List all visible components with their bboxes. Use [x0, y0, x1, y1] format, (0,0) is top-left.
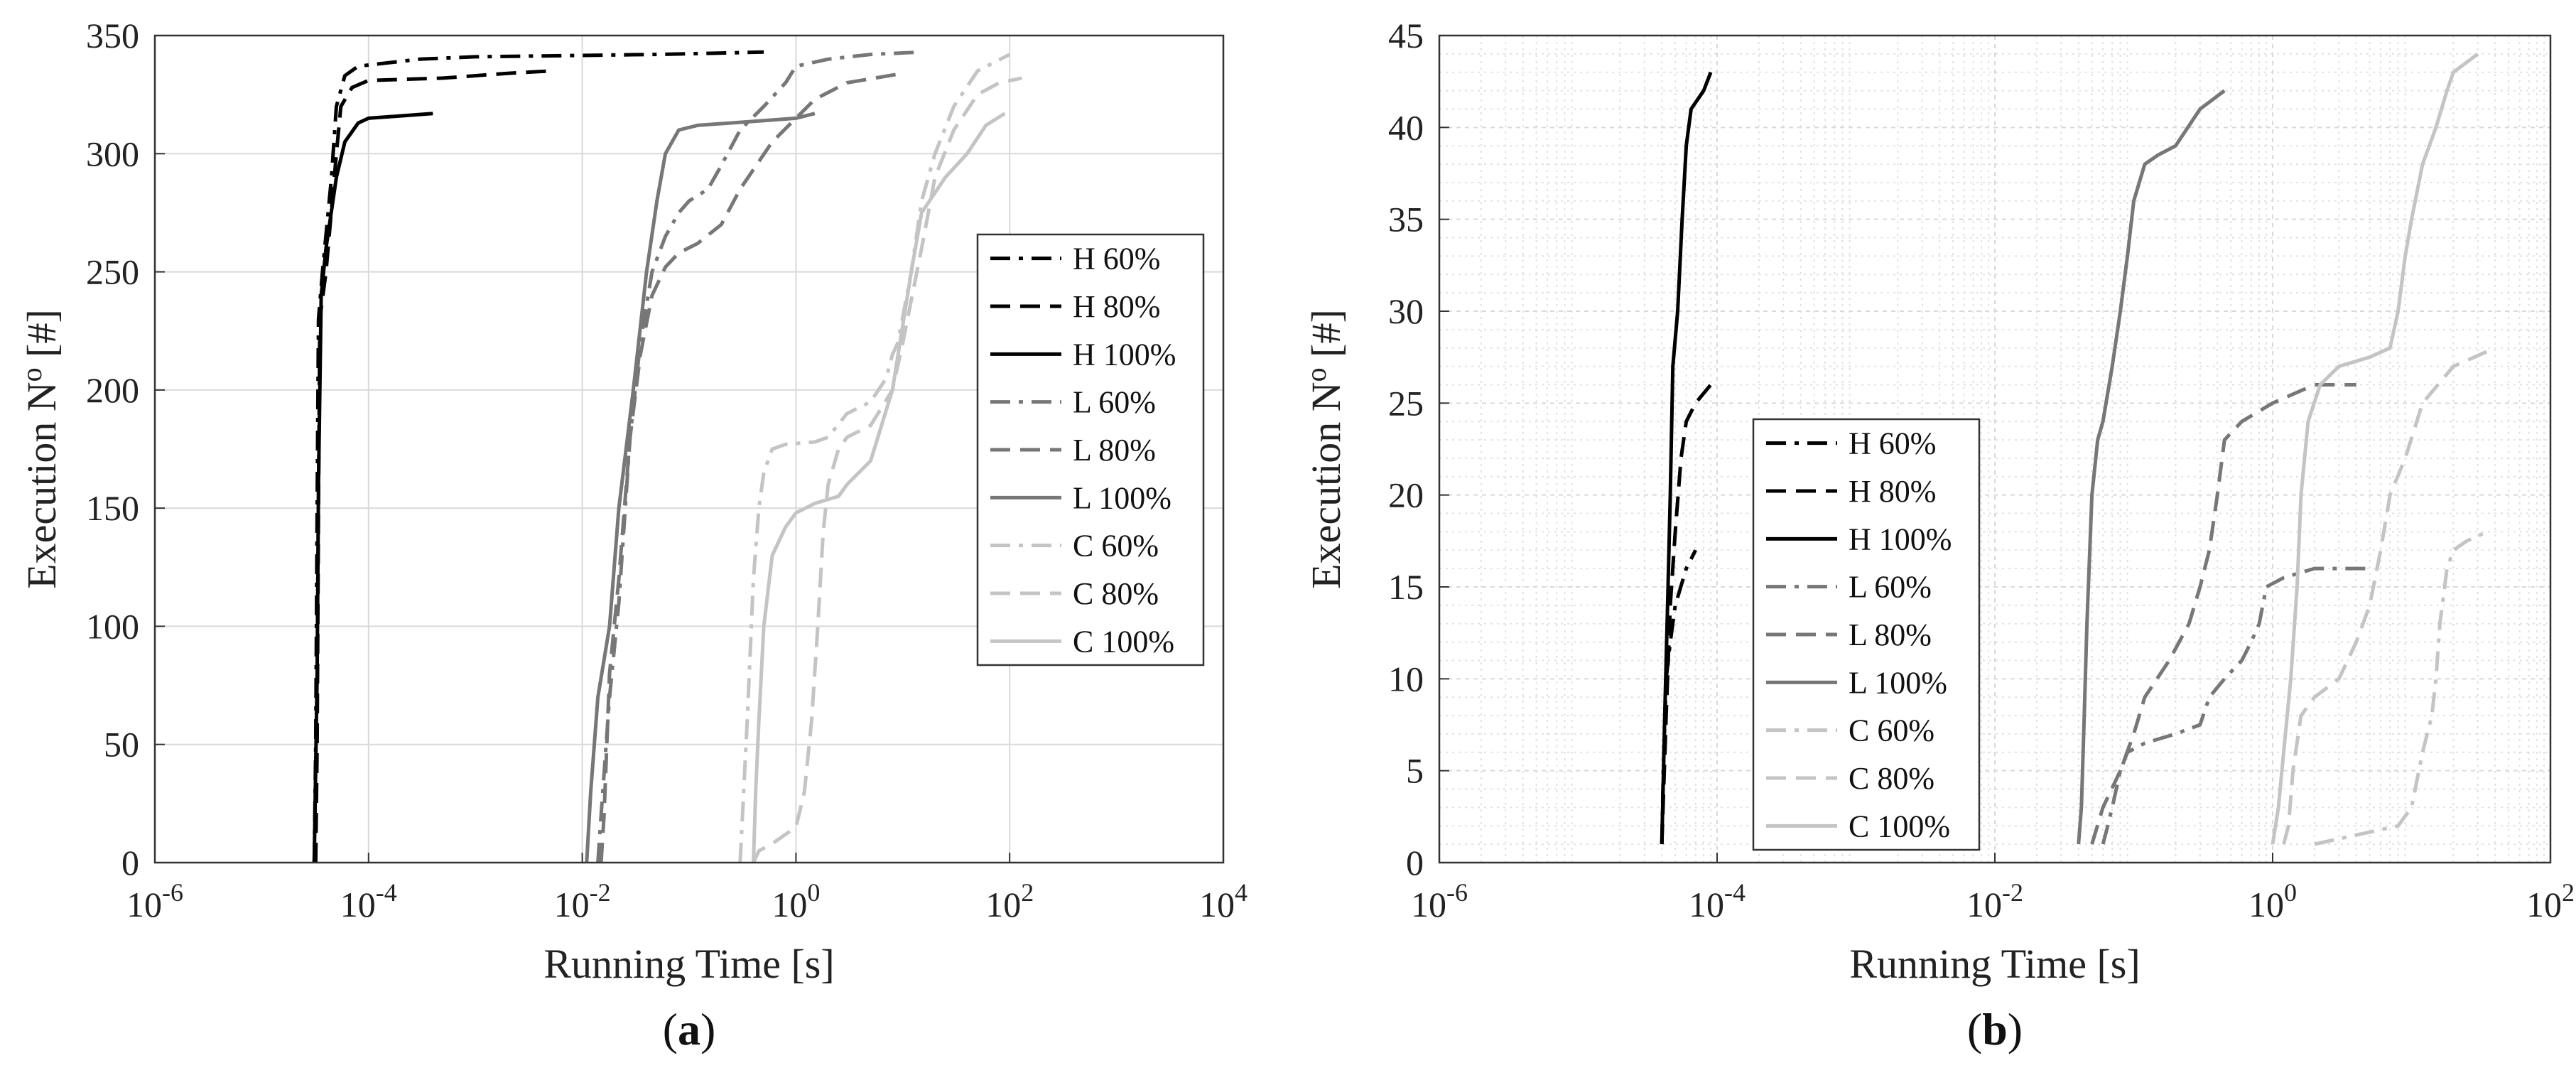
y-tick-label: 50 — [104, 725, 139, 765]
legend-entry: L 80% — [1849, 617, 1932, 652]
series-line-l-60 — [2101, 566, 2370, 845]
y-tick-label: 200 — [86, 370, 139, 410]
y-tick-label: 10 — [1388, 659, 1424, 698]
legend-entry: L 60% — [1073, 385, 1156, 420]
panel-label: (b) — [1967, 1004, 2023, 1054]
series-line-l-80 — [599, 71, 904, 863]
y-axis-label: Execution No [#] — [16, 309, 65, 589]
series-line-c-100 — [2271, 52, 2479, 845]
series-line-l-80 — [2090, 383, 2356, 845]
legend-entry: C 100% — [1849, 809, 1950, 843]
y-tick-label: 5 — [1406, 751, 1424, 791]
series-line-l-60 — [596, 50, 922, 863]
y-tick-label: 45 — [1388, 16, 1424, 55]
x-tick-label: 10-4 — [1689, 878, 1746, 924]
legend-entry: C 60% — [1073, 529, 1159, 563]
x-axis-label: Running Time [s] — [543, 941, 834, 987]
y-tick-label: 250 — [86, 252, 139, 292]
x-tick-label: 104 — [1199, 878, 1248, 924]
y-tick-label: 35 — [1388, 200, 1424, 239]
legend-box — [1752, 418, 1981, 851]
series-line-c-60 — [2314, 530, 2488, 846]
y-tick-label: 0 — [1406, 843, 1424, 882]
chart-panel-b: 10-6 10-4 10-2 100 102 0 5 10 15 20 25 30 35 40 45 Runn… — [1300, 16, 2575, 1054]
x-tick-label: 10-6 — [1411, 878, 1468, 924]
legend-entry: H 100% — [1073, 337, 1176, 372]
series-line-h-60 — [312, 50, 764, 863]
y-tick-label: 20 — [1388, 475, 1424, 515]
y-axis-label: Execution No [#] — [1300, 309, 1349, 589]
plot-frame — [153, 34, 1225, 864]
legend-entry: H 60% — [1073, 242, 1160, 276]
x-axis-label: Running Time [s] — [1849, 941, 2140, 987]
y-tick-label: 30 — [1388, 291, 1424, 331]
series-line-c-100 — [752, 112, 1006, 863]
legend-entry: C 80% — [1849, 761, 1934, 796]
series-line-h-100 — [312, 112, 433, 863]
legend-entry: H 60% — [1849, 426, 1936, 461]
series-line-l-100 — [2077, 89, 2226, 845]
legend-entry: L 100% — [1849, 665, 1947, 700]
plot-frame — [1438, 34, 2552, 864]
y-tick-label: 300 — [86, 134, 139, 173]
x-tick-label: 100 — [2248, 878, 2297, 924]
series-line-h-100 — [1660, 71, 1713, 845]
y-tick-label: 350 — [86, 16, 139, 55]
series-line-l-100 — [585, 112, 816, 863]
legend-entry: H 80% — [1849, 474, 1936, 509]
panel-label: (a) — [663, 1004, 716, 1054]
x-tick-label: 102 — [985, 878, 1034, 924]
legend-entry: H 80% — [1073, 289, 1160, 324]
legend-box — [976, 233, 1205, 666]
x-tick-label: 10-2 — [1966, 878, 2023, 924]
y-tick-label: 100 — [86, 606, 139, 646]
chart-panel-a: 10-6 10-4 10-2 100 102 104 0 50 100 150 200 250 300 3… — [16, 16, 1248, 1054]
legend-entry: C 60% — [1849, 713, 1934, 748]
y-tick-label: 15 — [1388, 567, 1424, 607]
legend: H 60% H 80% H 100% L 60% L 80% L 100% C 60% C 8… — [1752, 418, 1981, 851]
x-tick-label: 10-6 — [126, 878, 183, 924]
series-line-c-80 — [752, 76, 1022, 864]
x-tick-label: 10-4 — [340, 878, 397, 924]
legend-entry: L 60% — [1849, 570, 1932, 605]
x-tick-label: 102 — [2526, 878, 2575, 924]
series-line-h-80 — [1660, 383, 1713, 845]
y-tick-label: 40 — [1388, 107, 1424, 147]
legend-entry: L 80% — [1073, 433, 1156, 468]
legend-entry: C 80% — [1073, 576, 1159, 611]
legend: H 60% H 80% H 100% L 60% L 80% L 100% C 60% C 8… — [976, 233, 1205, 666]
legend-entry: L 100% — [1073, 480, 1171, 515]
series-line-c-80 — [2282, 346, 2496, 845]
x-tick-label: 100 — [772, 878, 820, 924]
legend-entry: H 100% — [1849, 522, 1952, 556]
y-tick-label: 25 — [1388, 383, 1424, 423]
legend-entry: C 100% — [1073, 624, 1174, 659]
series-line-c-60 — [738, 53, 1011, 863]
x-tick-label: 10-2 — [554, 878, 611, 924]
y-tick-label: 150 — [86, 488, 139, 528]
y-tick-label: 0 — [121, 843, 139, 882]
